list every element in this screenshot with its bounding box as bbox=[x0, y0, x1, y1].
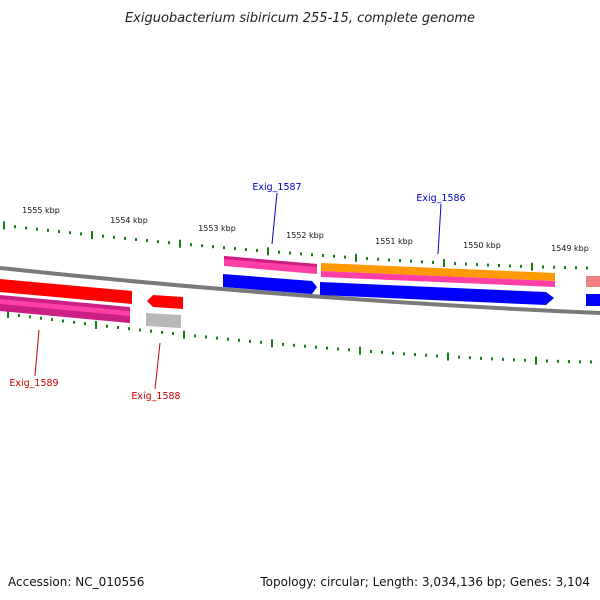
gene-labels: Exig_1587 Exig_1586 Exig_1589 Exig_1588 bbox=[9, 182, 465, 402]
gene-exig-1588-red[interactable] bbox=[147, 295, 183, 309]
scale-ticks-inner bbox=[7, 310, 592, 365]
leader-exig-1586 bbox=[437, 203, 442, 255]
gene-partial-right-salmon[interactable] bbox=[586, 276, 600, 287]
scale-label-1551: 1551 kbp bbox=[375, 237, 413, 246]
topology-text: Topology: circular; Length: 3,034,136 bp… bbox=[259, 575, 590, 589]
cds-exig-1587-blue[interactable] bbox=[223, 274, 317, 294]
scale-label-1553: 1553 kbp bbox=[198, 224, 236, 233]
gene-exig-1587-magenta[interactable] bbox=[224, 256, 317, 267]
label-leaders bbox=[34, 192, 442, 390]
gene-label-exig-1588[interactable]: Exig_1588 bbox=[131, 391, 180, 402]
reverse-genes bbox=[0, 279, 183, 328]
scale-labels: 1555 kbp 1554 kbp 1553 kbp 1552 kbp 1551… bbox=[22, 206, 589, 253]
gene-label-exig-1587[interactable]: Exig_1587 bbox=[252, 182, 301, 193]
scale-label-1550: 1550 kbp bbox=[463, 241, 501, 250]
cds-blue bbox=[223, 274, 600, 306]
scale-ticks-outer bbox=[3, 221, 588, 271]
gene-exig-1588-grey[interactable] bbox=[146, 313, 181, 328]
scale-label-1554: 1554 kbp bbox=[110, 216, 148, 225]
gene-label-exig-1586[interactable]: Exig_1586 bbox=[416, 193, 465, 204]
gene-exig-1586-orange[interactable] bbox=[321, 263, 555, 281]
scale-label-1555: 1555 kbp bbox=[22, 206, 60, 215]
gene-exig-1589-pink[interactable] bbox=[0, 299, 130, 316]
leader-exig-1589 bbox=[34, 329, 40, 377]
gene-exig-1589-red[interactable] bbox=[0, 279, 132, 304]
cds-partial-right-blue[interactable] bbox=[586, 294, 600, 306]
gene-label-exig-1589[interactable]: Exig_1589 bbox=[9, 378, 58, 389]
scale-label-1552: 1552 kbp bbox=[286, 231, 324, 240]
accession-text: Accession: NC_010556 bbox=[8, 575, 144, 589]
cds-exig-1586-blue[interactable] bbox=[320, 282, 554, 305]
leader-exig-1587 bbox=[271, 192, 278, 245]
forward-genes bbox=[224, 256, 600, 287]
leader-exig-1588 bbox=[154, 342, 161, 390]
scale-label-1549: 1549 kbp bbox=[551, 244, 589, 253]
map-title: Exiguobacterium sibiricum 255-15, comple… bbox=[125, 11, 475, 26]
genome-backbone bbox=[0, 266, 600, 315]
gene-exig-1586-pink[interactable] bbox=[321, 271, 555, 287]
